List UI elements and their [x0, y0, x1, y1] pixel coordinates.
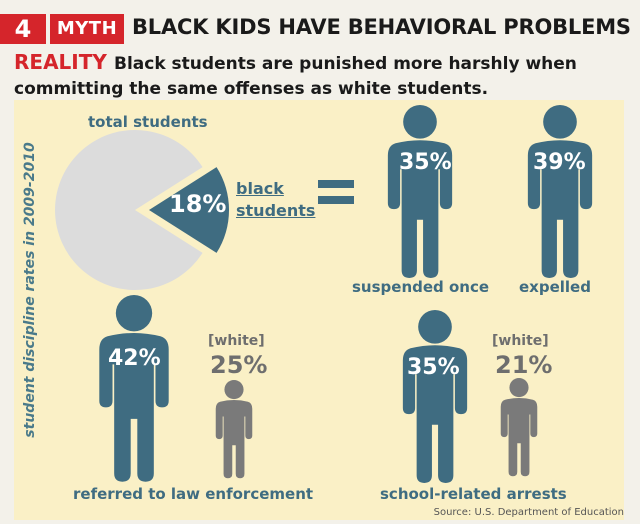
- reality-text: Black students are punished more harshly…: [14, 54, 577, 99]
- referred-white-tag: [white]: [208, 333, 265, 349]
- pie-black-students-slice: [149, 167, 230, 253]
- suspended-label: suspended once: [352, 278, 490, 296]
- pie-total-label: total students: [88, 113, 208, 131]
- header: 4 MYTH BLACK KIDS HAVE BEHAVIORAL PROBLE…: [0, 0, 640, 100]
- person-icon-arrests-white: [500, 378, 538, 477]
- person-icon-referred-black: [99, 295, 169, 482]
- reality-label: REALITY: [14, 50, 107, 74]
- suspended-pct: 35%: [399, 150, 452, 175]
- pie-chart: [55, 130, 230, 290]
- person-icon-expelled: [527, 105, 593, 278]
- side-label: student discipline rates in 2009-2010: [22, 142, 38, 438]
- arrests-white-tag: [white]: [492, 333, 549, 349]
- black-students-label-line1: black: [236, 179, 284, 198]
- arrests-label: school-related arrests: [380, 485, 567, 503]
- referred-black-pct: 42%: [108, 346, 161, 371]
- myth-title: BLACK KIDS HAVE BEHAVIORAL PROBLEMS: [132, 15, 631, 39]
- myth-number-badge: 4: [0, 14, 46, 44]
- referred-label: referred to law enforcement: [73, 485, 314, 503]
- black-students-label-line2: students: [236, 201, 316, 220]
- expelled-pct: 39%: [533, 150, 586, 175]
- expelled-label: expelled: [519, 278, 591, 296]
- black-students-label: black students: [236, 178, 315, 222]
- person-icon-suspended: [387, 105, 453, 278]
- person-icon-arrests-black: [402, 310, 468, 483]
- arrests-white-pct: 21%: [495, 351, 553, 379]
- person-icon-referred-white: [215, 380, 253, 479]
- equals-sign: [318, 180, 354, 210]
- pie-slice-pct: 18%: [169, 190, 227, 218]
- referred-white-pct: 25%: [210, 351, 268, 379]
- myth-label-badge: MYTH: [50, 14, 124, 44]
- source-credit: Source: U.S. Department of Education: [433, 507, 624, 518]
- arrests-black-pct: 35%: [407, 355, 460, 380]
- pie-total-slice: [55, 130, 203, 290]
